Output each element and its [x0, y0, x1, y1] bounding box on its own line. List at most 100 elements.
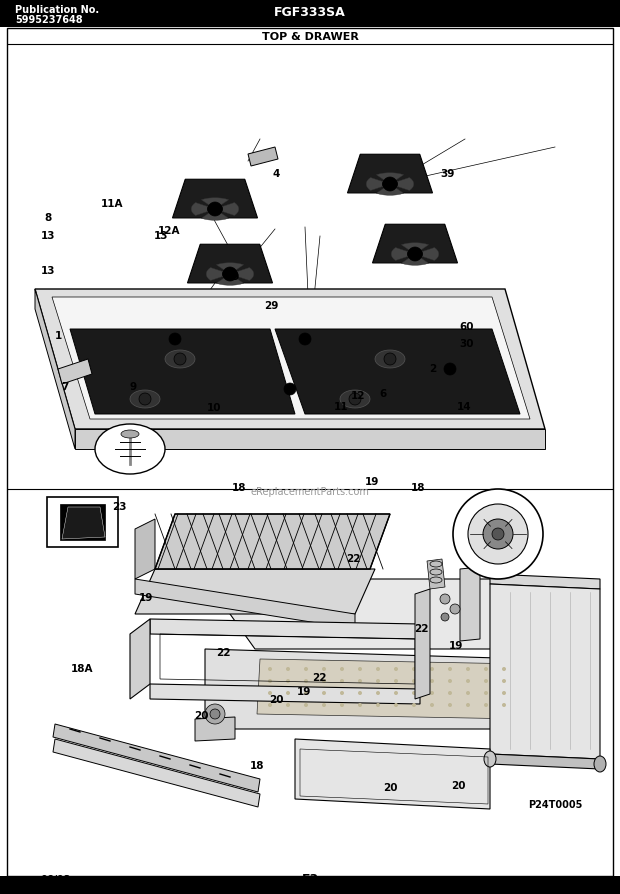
Text: TOP & DRAWER: TOP & DRAWER — [262, 32, 358, 42]
Polygon shape — [415, 249, 439, 261]
Polygon shape — [295, 739, 490, 809]
Ellipse shape — [349, 395, 361, 403]
Circle shape — [286, 691, 290, 696]
Text: Publication No.: Publication No. — [15, 5, 99, 15]
Text: 18: 18 — [231, 482, 246, 493]
Circle shape — [340, 667, 344, 671]
Circle shape — [412, 667, 416, 671]
Text: 19: 19 — [296, 686, 311, 696]
Text: 11: 11 — [334, 401, 348, 412]
Circle shape — [376, 691, 380, 696]
Polygon shape — [216, 274, 244, 286]
Circle shape — [466, 691, 470, 696]
Polygon shape — [58, 359, 92, 384]
Circle shape — [268, 679, 272, 683]
Text: 13: 13 — [41, 266, 56, 276]
Text: 8: 8 — [45, 213, 52, 224]
Text: 39: 39 — [440, 168, 455, 179]
Ellipse shape — [594, 756, 606, 772]
Circle shape — [304, 667, 308, 671]
Ellipse shape — [375, 350, 405, 368]
Circle shape — [304, 679, 308, 683]
Circle shape — [286, 667, 290, 671]
Circle shape — [484, 691, 488, 696]
Ellipse shape — [383, 180, 397, 190]
Circle shape — [484, 667, 488, 671]
Circle shape — [340, 704, 344, 707]
Circle shape — [210, 709, 220, 719]
Polygon shape — [150, 684, 420, 704]
Circle shape — [412, 691, 416, 696]
Text: 13: 13 — [154, 231, 169, 241]
Text: 6: 6 — [379, 388, 387, 399]
Text: 19: 19 — [448, 640, 463, 651]
Text: 13: 13 — [41, 231, 56, 241]
Polygon shape — [135, 519, 155, 579]
Polygon shape — [376, 185, 404, 196]
Text: 18A: 18A — [71, 663, 93, 674]
Circle shape — [139, 393, 151, 406]
Circle shape — [394, 704, 398, 707]
Circle shape — [349, 393, 361, 406]
Polygon shape — [35, 290, 75, 450]
Text: 29: 29 — [225, 272, 240, 283]
Text: 30: 30 — [459, 338, 474, 349]
Polygon shape — [172, 180, 257, 219]
Circle shape — [466, 679, 470, 683]
Text: F3: F3 — [301, 873, 319, 886]
Polygon shape — [460, 568, 480, 641]
Text: 5995237648: 5995237648 — [15, 15, 82, 25]
Circle shape — [376, 679, 380, 683]
Polygon shape — [401, 243, 428, 255]
Text: 1: 1 — [55, 330, 63, 341]
Polygon shape — [248, 148, 278, 167]
Circle shape — [376, 704, 380, 707]
Circle shape — [394, 679, 398, 683]
Text: 18: 18 — [250, 760, 265, 771]
Text: 22: 22 — [414, 623, 429, 634]
Polygon shape — [230, 268, 254, 282]
Polygon shape — [373, 225, 458, 264]
Circle shape — [408, 248, 422, 262]
Polygon shape — [530, 579, 580, 730]
Circle shape — [468, 504, 528, 564]
Ellipse shape — [484, 751, 496, 767]
Circle shape — [358, 679, 362, 683]
Polygon shape — [75, 429, 545, 450]
Polygon shape — [490, 585, 600, 759]
Circle shape — [286, 679, 290, 683]
Ellipse shape — [174, 356, 186, 364]
Circle shape — [448, 691, 452, 696]
Circle shape — [444, 364, 456, 375]
Polygon shape — [215, 203, 239, 216]
Ellipse shape — [130, 391, 160, 409]
Text: 9: 9 — [130, 381, 137, 392]
Circle shape — [205, 704, 225, 724]
Circle shape — [502, 691, 506, 696]
Text: 22: 22 — [216, 647, 231, 658]
Circle shape — [448, 704, 452, 707]
Polygon shape — [205, 649, 530, 730]
Circle shape — [284, 384, 296, 395]
Circle shape — [394, 667, 398, 671]
Circle shape — [268, 667, 272, 671]
Circle shape — [430, 691, 434, 696]
Circle shape — [441, 613, 449, 621]
Circle shape — [450, 604, 460, 614]
Polygon shape — [202, 198, 229, 210]
Polygon shape — [401, 255, 428, 266]
Circle shape — [440, 595, 450, 604]
Text: 20: 20 — [383, 781, 398, 792]
Circle shape — [466, 704, 470, 707]
Polygon shape — [130, 620, 150, 699]
Ellipse shape — [384, 356, 396, 364]
Circle shape — [340, 691, 344, 696]
Ellipse shape — [139, 395, 151, 403]
Bar — [0, 0, 620, 28]
Text: 23: 23 — [112, 502, 126, 512]
Circle shape — [286, 704, 290, 707]
Text: 12: 12 — [351, 391, 366, 401]
Polygon shape — [257, 659, 525, 719]
Circle shape — [208, 203, 222, 216]
Ellipse shape — [340, 391, 370, 409]
